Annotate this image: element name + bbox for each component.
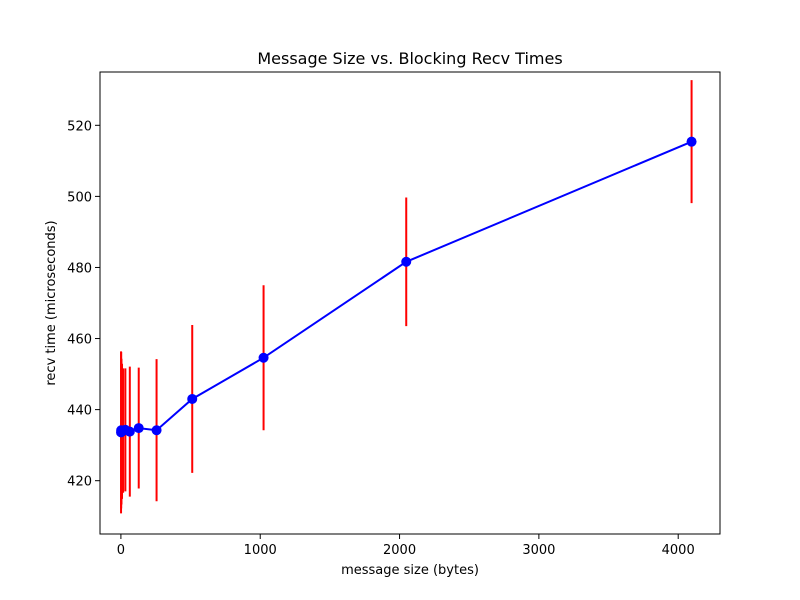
- data-point: [151, 425, 162, 436]
- data-point: [258, 352, 269, 363]
- x-tick-label: 3000: [522, 543, 555, 558]
- x-tick-label: 1000: [244, 543, 277, 558]
- y-tick-label: 480: [67, 261, 92, 276]
- x-axis-ticks: 0 1000 2000 3000 4000: [117, 534, 695, 558]
- data-point: [401, 256, 412, 267]
- y-tick-label: 500: [67, 190, 92, 205]
- y-tick-label: 440: [67, 404, 92, 419]
- data-point: [133, 423, 144, 434]
- y-tick-label: 420: [67, 475, 92, 490]
- y-axis-label: recv time (microseconds): [44, 220, 59, 385]
- y-tick-label: 460: [67, 333, 92, 348]
- x-tick-label: 4000: [662, 543, 695, 558]
- x-tick-label: 0: [117, 543, 125, 558]
- data-point: [124, 426, 135, 437]
- y-tick-label: 520: [67, 119, 92, 134]
- plot-frame: [99, 71, 721, 535]
- x-axis-label: message size (bytes): [341, 563, 479, 578]
- y-axis-ticks: 420 440 460 480 500 520: [67, 119, 100, 490]
- chart-title: Message Size vs. Blocking Recv Times: [257, 49, 562, 68]
- data-point: [187, 393, 198, 404]
- x-tick-label: 2000: [383, 543, 416, 558]
- data-point: [686, 136, 697, 147]
- plot-area: [116, 80, 697, 514]
